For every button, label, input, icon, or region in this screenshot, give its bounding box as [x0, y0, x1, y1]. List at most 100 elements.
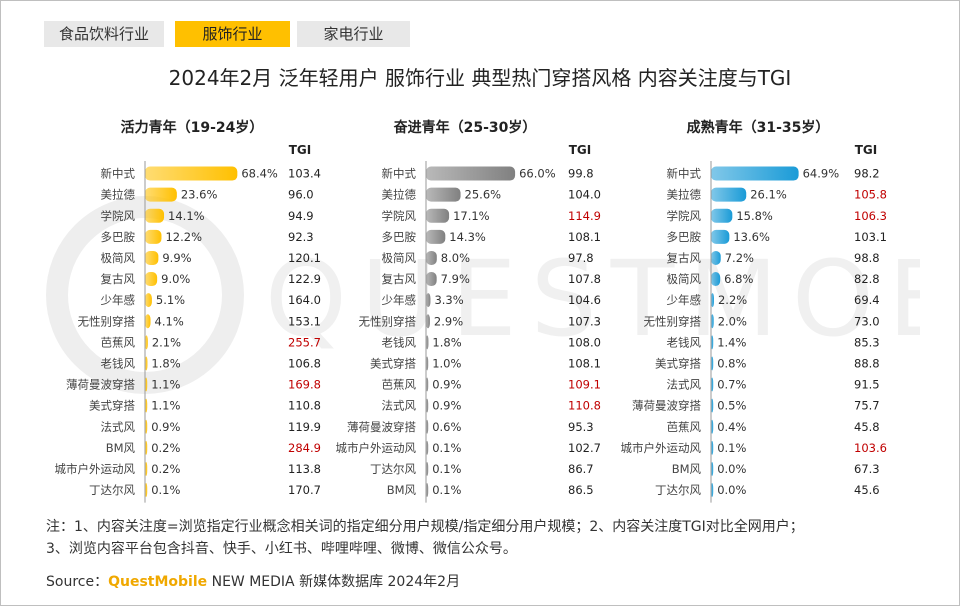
category-label: 丁达尔风 [370, 462, 416, 476]
tgi-value: 95.3 [568, 420, 594, 434]
bar-value-label: 0.7% [717, 378, 746, 392]
bar-value-label: 2.0% [718, 314, 747, 328]
category-label: 新中式 [382, 167, 417, 181]
category-label: 极简风 [382, 251, 417, 265]
tab-home-appliance[interactable]: 家电行业 [297, 21, 410, 47]
tgi-value: 103.6 [854, 441, 887, 455]
panel-title: 成熟青年（31-35岁） [687, 119, 830, 136]
tgi-value: 98.2 [854, 167, 880, 181]
tgi-value: 99.8 [568, 167, 594, 181]
bar-value-label: 1.8% [151, 356, 180, 370]
bar-value-label: 7.9% [441, 272, 470, 286]
category-label: 老钱风 [382, 335, 417, 349]
bar [145, 187, 177, 202]
bar [145, 272, 158, 287]
tgi-value: 86.5 [568, 483, 594, 497]
bar [145, 398, 148, 413]
tab-food-beverage[interactable]: 食品饮料行业 [44, 21, 164, 47]
category-label: 学院风 [667, 209, 702, 223]
category-label: BM风 [387, 483, 417, 497]
panel-title: 奋进青年（25-30岁） [393, 119, 537, 136]
tgi-value: 104.6 [568, 293, 601, 307]
category-label: 多巴胺 [101, 230, 136, 244]
bar [426, 335, 429, 350]
bar [426, 314, 430, 329]
category-label: 极简风 [667, 272, 702, 286]
bar [711, 335, 714, 350]
bar [426, 272, 437, 287]
tgi-value: 82.8 [854, 272, 880, 286]
bar-value-label: 0.1% [432, 483, 461, 497]
tgi-value: 45.6 [854, 483, 880, 497]
category-label: 无性别穿搭 [359, 314, 417, 328]
bar-value-label: 0.2% [151, 441, 180, 455]
bar-value-label: 4.1% [155, 314, 184, 328]
tgi-value: 85.3 [854, 335, 880, 349]
bar [145, 377, 148, 392]
tgi-value: 97.8 [568, 251, 594, 265]
tgi-value: 122.9 [288, 272, 321, 286]
bar-value-label: 0.0% [717, 483, 746, 497]
bar-value-label: 0.1% [432, 462, 461, 476]
bar-value-label: 2.2% [718, 293, 747, 307]
category-label: 薄荷曼波穿搭 [66, 378, 135, 392]
bar-value-label: 15.8% [736, 209, 773, 223]
tgi-value: 255.7 [288, 335, 321, 349]
tgi-value: 92.3 [288, 230, 314, 244]
bar [145, 250, 159, 265]
tgi-value: 110.8 [568, 399, 601, 413]
bar [711, 166, 799, 181]
tgi-value: 103.4 [288, 167, 321, 181]
bar-value-label: 14.1% [168, 209, 205, 223]
category-label: 法式风 [101, 420, 136, 434]
bar [711, 187, 747, 202]
category-label: 美拉德 [667, 188, 702, 202]
category-label: 新中式 [101, 167, 136, 181]
tgi-value: 119.9 [288, 420, 321, 434]
bar [711, 356, 714, 371]
tgi-value: 110.8 [288, 399, 321, 413]
category-label: 芭蕉风 [101, 335, 136, 349]
page-title: 2024年2月 泛年轻用户 服饰行业 典型热门穿搭风格 内容关注度与TGI [168, 66, 792, 90]
bar [426, 229, 446, 244]
bar [711, 314, 714, 329]
bar [426, 377, 429, 392]
tgi-header: TGI [855, 143, 878, 157]
tgi-value: 75.7 [854, 399, 880, 413]
bar-value-label: 12.2% [165, 230, 202, 244]
tgi-value: 164.0 [288, 293, 321, 307]
tab-apparel[interactable]: 服饰行业 [175, 21, 290, 47]
category-label: 美拉德 [382, 188, 417, 202]
bar-value-label: 3.3% [434, 293, 463, 307]
category-label: BM风 [106, 441, 136, 455]
bar [145, 314, 151, 329]
bar [711, 250, 721, 265]
bar-value-label: 68.4% [241, 167, 278, 181]
bar [426, 293, 431, 308]
category-label: 学院风 [101, 209, 136, 223]
tgi-value: 102.7 [568, 441, 601, 455]
category-label: 城市户外运动风 [55, 462, 136, 476]
bar [711, 419, 714, 434]
bar [426, 250, 437, 265]
tgi-value: 170.7 [288, 483, 321, 497]
category-label: BM风 [672, 462, 702, 476]
tgi-value: 45.8 [854, 420, 880, 434]
bar [145, 335, 148, 350]
bar [711, 377, 714, 392]
source-brand: QuestMobile [108, 574, 208, 590]
category-label: 多巴胺 [667, 230, 702, 244]
category-label: 少年感 [382, 293, 417, 307]
bar [145, 166, 238, 181]
bar-value-label: 0.9% [432, 378, 461, 392]
tgi-value: 106.8 [288, 356, 321, 370]
bar-value-label: 7.2% [725, 251, 754, 265]
category-label: 复古风 [667, 251, 702, 265]
tgi-value: 109.1 [568, 378, 601, 392]
category-label: 复古风 [382, 272, 417, 286]
bar [426, 419, 429, 434]
tgi-value: 91.5 [854, 378, 880, 392]
panel-title: 活力青年（19-24岁） [121, 119, 264, 136]
bar-value-label: 1.0% [432, 356, 461, 370]
